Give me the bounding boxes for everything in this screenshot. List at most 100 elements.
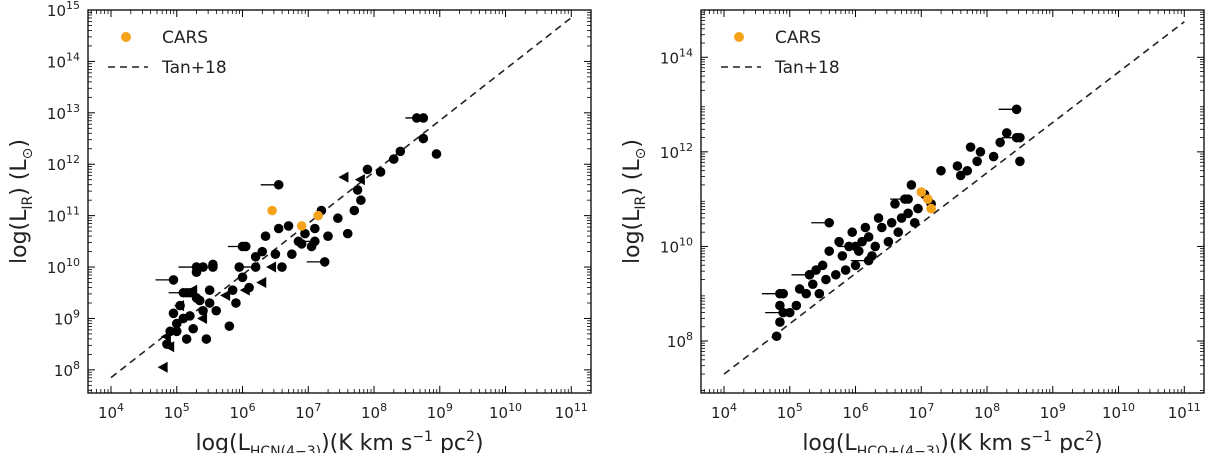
data-point	[185, 287, 195, 298]
data-point	[257, 246, 268, 257]
x-tick-label: 104	[98, 401, 124, 422]
x-axis-label: log(LHCO+(4−3))(K km s−1 pc2)	[802, 429, 1102, 453]
x-tick-label: 105	[164, 401, 190, 422]
y-tick-label: 1012	[47, 153, 80, 174]
data-point	[194, 295, 205, 306]
data-point	[431, 149, 442, 159]
y-tick-label: 1014	[47, 50, 80, 71]
y-tick-label: 108	[667, 330, 693, 351]
data-point	[362, 164, 373, 175]
data-point	[847, 227, 858, 238]
data-point	[234, 262, 245, 272]
cars-data-point	[916, 187, 927, 197]
data-point	[807, 279, 818, 290]
fit-line-tan18	[723, 21, 1185, 375]
data-point	[270, 249, 281, 259]
xerr-data-point	[319, 257, 330, 267]
data-point	[418, 133, 429, 144]
y-axis-label: log(LIR) (L⊙)	[620, 139, 649, 264]
data-point	[913, 203, 923, 214]
y-tick-label: 1012	[660, 141, 693, 162]
data-point	[300, 228, 310, 239]
y-tick-label: 1010	[47, 256, 80, 277]
data-point	[893, 227, 904, 238]
data-point	[975, 147, 986, 157]
data-point	[873, 213, 884, 223]
data-point	[886, 217, 897, 228]
data-point	[165, 326, 175, 337]
data-point	[877, 222, 887, 233]
data-point	[260, 231, 271, 242]
data-point	[863, 232, 874, 242]
x-tick-label: 1010	[489, 401, 522, 422]
data-point	[801, 288, 812, 299]
data-point	[962, 165, 973, 176]
data-point	[814, 288, 825, 299]
data-point	[181, 334, 192, 344]
cars-data-point	[313, 210, 323, 221]
legend-fit-label: Tan+18	[774, 58, 840, 78]
x-tick-label: 106	[229, 401, 255, 422]
data-point	[936, 165, 946, 176]
data-point	[867, 251, 877, 261]
legend-fit-label: Tan+18	[161, 58, 227, 78]
legend-cars-label: CARS	[162, 28, 208, 48]
data-point	[342, 228, 353, 239]
data-point	[1011, 132, 1022, 143]
x-tick-label: 108	[974, 401, 1000, 422]
data-point	[323, 231, 333, 242]
data-point	[198, 305, 208, 316]
data-point	[191, 267, 202, 277]
data-point	[178, 287, 189, 298]
data-point	[844, 241, 854, 252]
data-point	[277, 262, 287, 272]
data-point	[168, 308, 179, 319]
y-tick-label: 109	[54, 307, 80, 328]
x-tick-label: 1011	[555, 401, 588, 422]
data-point	[237, 241, 248, 252]
x-tick-label: 109	[427, 401, 453, 422]
x-tick-label: 106	[842, 401, 868, 422]
data-point	[211, 305, 222, 316]
x-tick-label: 109	[1040, 401, 1066, 422]
data-point	[830, 269, 841, 280]
data-point	[775, 317, 785, 327]
upper-limit-marker	[256, 276, 267, 288]
upper-limit-marker	[220, 289, 231, 301]
data-point	[395, 146, 406, 157]
data-point	[965, 142, 976, 152]
data-point	[824, 246, 835, 256]
x-tick-label: 1011	[1168, 401, 1201, 422]
data-point	[237, 272, 248, 283]
data-point	[1015, 156, 1025, 167]
cars-data-point	[923, 194, 933, 204]
data-point	[283, 221, 294, 231]
data-point	[273, 223, 284, 234]
data-point	[817, 260, 828, 271]
data-point	[388, 154, 399, 164]
upper-limit-marker	[354, 174, 365, 186]
y-tick-label: 108	[54, 359, 80, 380]
data-point	[988, 151, 999, 162]
y-tick-label: 1010	[660, 235, 693, 256]
data-point	[352, 185, 363, 195]
data-point	[333, 213, 343, 224]
upper-limit-marker	[197, 312, 208, 324]
data-point	[860, 222, 871, 233]
data-point	[250, 251, 261, 262]
data-point	[356, 195, 366, 206]
data-point	[204, 285, 215, 295]
data-point	[909, 217, 920, 228]
y-tick-label: 1013	[47, 102, 80, 123]
xerr-data-point	[1011, 104, 1022, 115]
y-tick-label: 1015	[47, 0, 80, 20]
data-point	[287, 249, 297, 259]
data-point	[204, 298, 215, 308]
data-point	[854, 246, 864, 256]
xerr-data-point	[824, 217, 835, 228]
data-point	[850, 260, 861, 271]
x-tick-label: 107	[295, 401, 321, 422]
data-point	[952, 161, 963, 171]
x-axis-label: log(LHCN(4−3))(K km s−1 pc2)	[195, 429, 483, 453]
